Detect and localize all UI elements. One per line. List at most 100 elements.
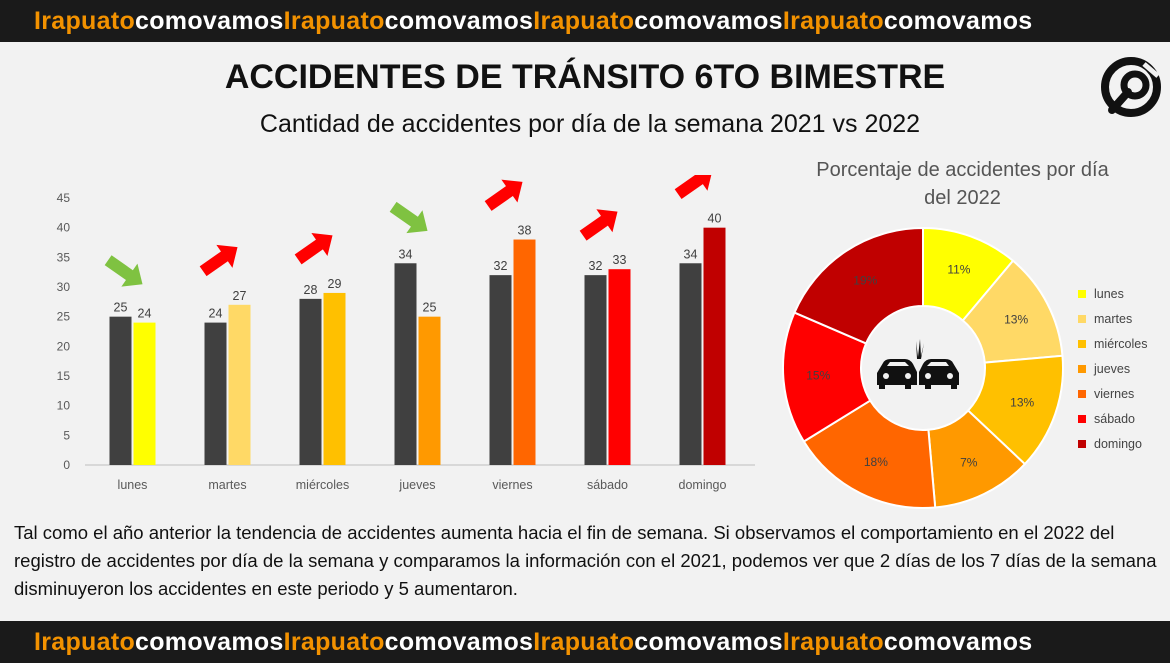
- pie-legend: lunes martes miércoles jueves viernes sábado d…: [1078, 281, 1148, 456]
- y-tick-label: 30: [57, 280, 71, 294]
- banner-segment: Irapuato: [34, 6, 136, 35]
- x-tick-label: sábado: [587, 478, 628, 492]
- arrow-shape: [389, 201, 428, 234]
- arrow-shape: [104, 255, 143, 287]
- legend-item: viernes: [1078, 381, 1148, 406]
- banner-segment: Irapuato: [533, 6, 635, 35]
- banner-segment: Irapuato: [533, 627, 635, 656]
- y-tick-label: 25: [57, 310, 71, 324]
- data-label-2021: 32: [589, 259, 603, 273]
- bar-2022-miércoles: [323, 292, 346, 465]
- arrow-shape: [294, 233, 333, 265]
- legend-item: jueves: [1078, 356, 1148, 381]
- logo-icon: [1101, 57, 1161, 117]
- data-label-2022: 33: [613, 253, 627, 267]
- bar-2022-martes: [228, 304, 251, 465]
- y-tick-label: 10: [57, 399, 71, 413]
- page-title: ACCIDENTES DE TRÁNSITO 6TO BIMESTRE: [224, 58, 946, 96]
- data-label-2022: 24: [138, 307, 152, 321]
- slice-domingo: [793, 226, 924, 345]
- legend-item: domingo: [1078, 431, 1148, 456]
- bar-2021-domingo: [679, 263, 702, 465]
- pie-chart-title: Porcentaje de accidentes por día del 202…: [790, 156, 1135, 212]
- caption-text: Tal como el año anterior la tendencia de…: [14, 522, 1157, 599]
- legend-label: lunes: [1094, 286, 1124, 301]
- bar-2021-viernes: [489, 275, 512, 465]
- data-label-2021: 32: [494, 259, 508, 273]
- legend-swatch: [1078, 364, 1086, 373]
- legend-label: sábado: [1094, 411, 1136, 426]
- y-tick-label: 0: [63, 458, 70, 472]
- data-label-2022: 38: [518, 224, 532, 238]
- arrow-down-icon: [104, 255, 143, 287]
- banner-segment: Irapuato: [283, 6, 385, 35]
- y-tick-label: 5: [63, 428, 70, 442]
- legend-swatch: [1078, 439, 1086, 448]
- legend-label: domingo: [1094, 436, 1142, 451]
- legend-label: jueves: [1094, 361, 1131, 376]
- bar-2021-sábado: [584, 275, 607, 465]
- banner-segment: comovamos: [634, 627, 783, 656]
- x-tick-label: domingo: [679, 478, 727, 492]
- arrow-shape: [484, 179, 523, 211]
- legend-swatch: [1078, 339, 1086, 348]
- slice-percent-label: 7%: [960, 456, 978, 470]
- banner-segment: comovamos: [384, 627, 534, 656]
- arrow-up-icon: [579, 209, 618, 241]
- banner-segment: comovamos: [384, 6, 534, 35]
- bar-2022-jueves: [418, 316, 441, 465]
- data-label-2022: 27: [233, 289, 247, 303]
- pie-title-line-1: Porcentaje de accidentes por día: [816, 159, 1109, 181]
- bar-2021-lunes: [109, 316, 132, 465]
- data-label-2022: 25: [423, 301, 437, 315]
- y-tick-label: 20: [57, 339, 71, 353]
- arrow-down-icon: [389, 201, 428, 234]
- slice-percent-label: 13%: [1004, 313, 1028, 327]
- legend-item: martes: [1078, 306, 1148, 331]
- bar-2022-lunes: [133, 322, 156, 465]
- banner-segment: comovamos: [883, 6, 1033, 35]
- arrow-shape: [199, 244, 238, 277]
- bar-chart: 0 5 10 15 20 25 30 35 40 45 25 24 lunes 24 27 martes 28 2…: [57, 175, 755, 492]
- bar-2021-miércoles: [299, 298, 322, 465]
- banner-segment: comovamos: [883, 627, 1033, 656]
- banner-text: IrapuatocomovamosIrapuatocomovamosIrapua…: [0, 628, 1033, 657]
- banner-segment: comovamos: [634, 6, 783, 35]
- data-label-2021: 34: [399, 247, 413, 261]
- x-tick-label: miércoles: [296, 478, 350, 492]
- top-banner: IrapuatocomovamosIrapuatocomovamosIrapua…: [0, 0, 1170, 42]
- legend-item: miércoles: [1078, 331, 1148, 356]
- x-tick-label: viernes: [492, 478, 532, 492]
- bar-2021-jueves: [394, 263, 417, 465]
- y-tick-label: 35: [57, 250, 71, 264]
- legend-label: miércoles: [1094, 336, 1148, 351]
- bottom-banner: IrapuatocomovamosIrapuatocomovamosIrapua…: [0, 621, 1170, 663]
- legend-item: lunes: [1078, 281, 1148, 306]
- slice-percent-label: 18%: [864, 455, 888, 469]
- slice-percent-label: 13%: [1010, 395, 1034, 409]
- slice-viernes: [802, 399, 937, 509]
- y-tick-label: 45: [57, 191, 71, 205]
- arrow-shape: [674, 175, 713, 200]
- data-label-2022: 40: [708, 212, 722, 226]
- legend-swatch: [1078, 389, 1086, 398]
- legend-item: sábado: [1078, 406, 1148, 431]
- car-crash-icon: [877, 339, 959, 389]
- y-tick-label: 15: [57, 369, 71, 383]
- legend-swatch: [1078, 289, 1086, 298]
- y-tick-label: 40: [57, 221, 71, 235]
- arrow-up-icon: [484, 179, 523, 211]
- arrow-up-icon: [294, 233, 333, 265]
- bar-2021-martes: [204, 322, 227, 465]
- data-label-2021: 28: [304, 283, 318, 297]
- x-tick-label: martes: [208, 478, 246, 492]
- data-label-2021: 24: [209, 307, 223, 321]
- bar-2022-viernes: [513, 239, 536, 465]
- slice-percent-label: 19%: [853, 273, 877, 287]
- arrow-up-icon: [199, 244, 238, 277]
- legend-swatch: [1078, 414, 1086, 423]
- slice-percent-label: 11%: [947, 262, 970, 276]
- banner-segment: Irapuato: [34, 627, 136, 656]
- bar-2022-domingo: [703, 227, 726, 465]
- banner-segment: Irapuato: [283, 627, 385, 656]
